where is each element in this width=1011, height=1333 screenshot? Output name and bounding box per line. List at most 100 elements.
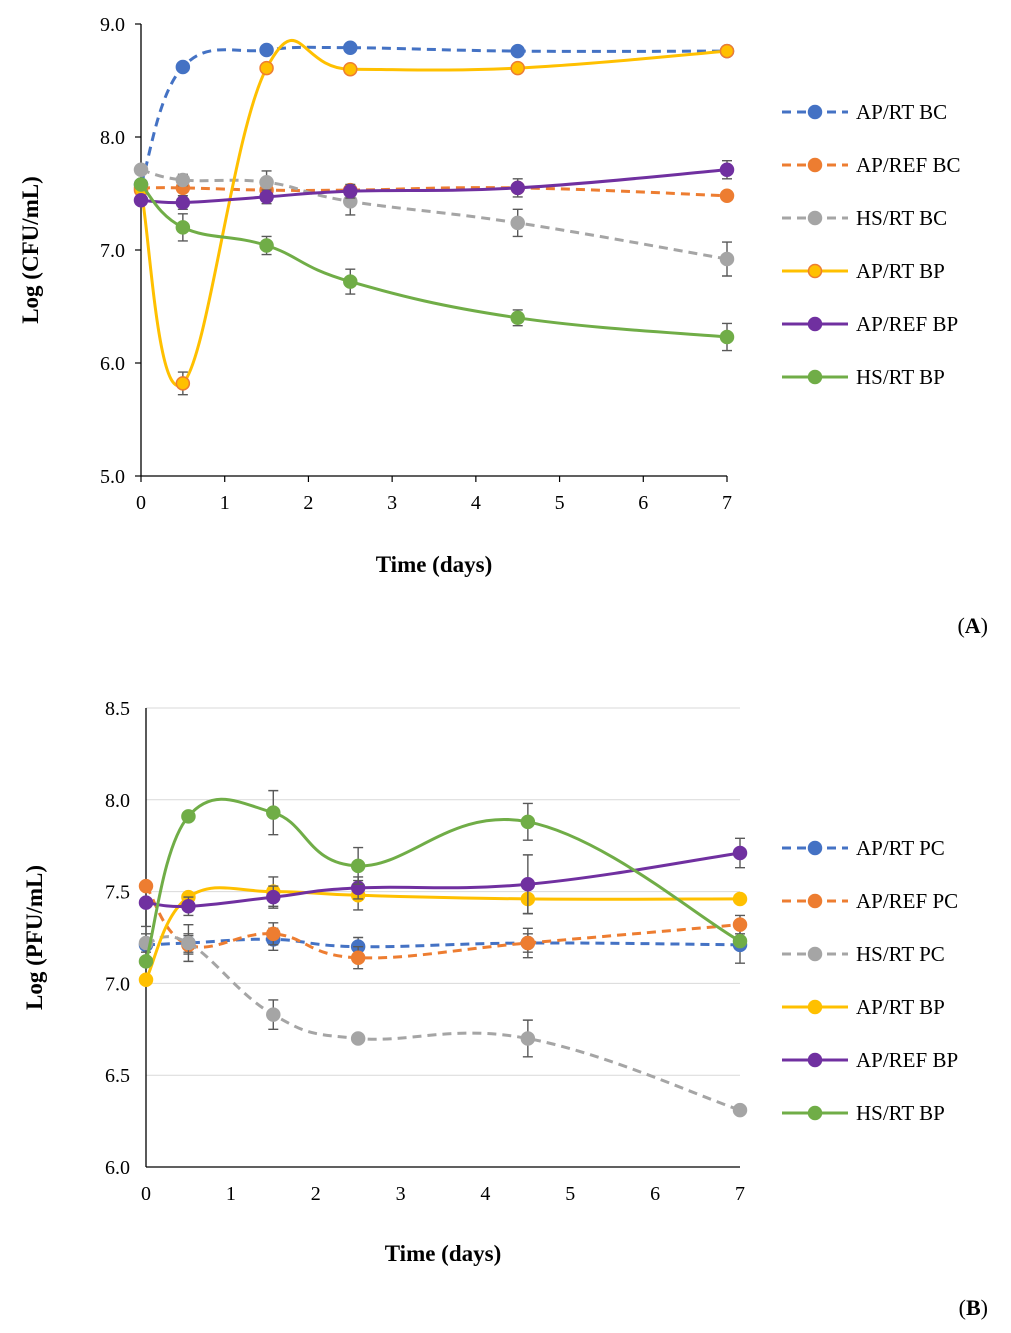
data-point (133, 193, 149, 208)
data-point (181, 809, 196, 824)
data-point (138, 878, 154, 894)
legend-item: AP/RT BP (782, 259, 945, 283)
data-point (138, 895, 154, 910)
y-axis-title: Log (CFU/mL) (18, 176, 43, 324)
data-point (719, 43, 735, 59)
legend-marker (807, 369, 823, 385)
data-point (350, 950, 366, 965)
y-tick-label: 7.0 (105, 973, 130, 995)
series-ap-ref-bp (138, 837, 748, 917)
panel-label: (A) (957, 613, 988, 638)
y-tick-label: 6.5 (105, 1065, 130, 1087)
legend-label: AP/REF BP (856, 1048, 958, 1072)
data-point (520, 1031, 536, 1046)
legend-label: HS/RT BP (856, 365, 945, 389)
x-tick-label: 2 (303, 492, 313, 514)
y-tick-label: 9.0 (100, 14, 125, 36)
legend-label: HS/RT BC (856, 206, 947, 230)
legend-marker (807, 946, 823, 962)
data-point (510, 180, 525, 196)
y-tick-label: 5.0 (100, 466, 125, 488)
data-point (266, 926, 281, 942)
data-point (510, 60, 525, 76)
data-point (732, 917, 748, 932)
legend-marker (807, 157, 823, 173)
legend-marker (807, 316, 823, 332)
legend-item: AP/REF BP (782, 312, 958, 336)
data-point (350, 1031, 366, 1046)
data-point (259, 238, 274, 253)
data-point (510, 215, 525, 231)
series-ap-rt-bp (133, 39, 735, 396)
series-ap-ref-pc (138, 878, 748, 970)
series-line (139, 45, 728, 186)
legend-item: HS/RT BC (782, 206, 947, 230)
legend-item: AP/REF BC (782, 153, 960, 177)
data-point (181, 935, 196, 951)
data-point (138, 972, 154, 987)
legend-item: AP/RT BP (782, 995, 945, 1019)
series-line (144, 797, 741, 962)
legend-item: AP/REF BP (782, 1048, 958, 1072)
legend-label: AP/RT BC (856, 100, 947, 124)
data-point (343, 61, 358, 77)
legend-marker (807, 1052, 823, 1068)
data-point (266, 1007, 281, 1022)
data-point (719, 251, 735, 267)
x-tick-label: 3 (396, 1183, 406, 1205)
data-point (719, 162, 735, 178)
data-point (732, 933, 748, 949)
x-tick-label: 0 (141, 1183, 151, 1205)
data-point (259, 189, 274, 205)
data-point (175, 220, 191, 235)
data-point (266, 889, 281, 905)
data-point (133, 177, 149, 192)
x-tick-label: 5 (555, 492, 565, 514)
series-hs-rt-pc (138, 923, 748, 1118)
legend-label: AP/RT PC (856, 836, 945, 860)
data-point (719, 188, 735, 204)
data-point (343, 274, 358, 289)
legend-item: AP/REF PC (782, 889, 958, 913)
x-tick-label: 1 (226, 1183, 236, 1205)
legend-label: AP/RT BP (856, 995, 945, 1019)
x-tick-label: 4 (480, 1183, 490, 1205)
legend-marker (807, 893, 823, 909)
legend-label: AP/REF PC (856, 889, 958, 913)
data-point (343, 183, 358, 199)
y-tick-label: 8.0 (100, 127, 125, 149)
data-point (732, 1102, 748, 1118)
legend-label: AP/RT BP (856, 259, 945, 283)
data-point (175, 172, 191, 188)
x-tick-label: 0 (136, 492, 146, 514)
y-axis-title: Log (PFU/mL) (22, 865, 47, 1010)
x-tick-label: 5 (565, 1183, 575, 1205)
series-hs-rt-bp (133, 177, 735, 352)
x-tick-label: 2 (311, 1183, 321, 1205)
data-point (259, 42, 274, 58)
legend-label: AP/REF BP (856, 312, 958, 336)
x-tick-label: 6 (650, 1183, 660, 1205)
x-tick-label: 7 (722, 492, 732, 514)
legend-marker (807, 104, 823, 120)
data-point (175, 376, 191, 391)
legend-marker (807, 999, 823, 1015)
series-hs-rt-bp (138, 789, 748, 969)
series-line (139, 39, 728, 388)
panel-a-chart: 5.0 6.0 7.0 8.0 9.0 0 1 2 3 4 5 6 7 Time (days) Log (C… (18, 14, 988, 638)
y-tick-label: 8.0 (105, 790, 130, 812)
legend-marker (807, 840, 823, 856)
panel-label: (B) (959, 1295, 988, 1320)
x-axis-title: Time (days) (385, 1241, 502, 1266)
x-tick-label: 7 (735, 1183, 745, 1205)
x-tick-label: 4 (471, 492, 481, 514)
data-point (133, 162, 149, 178)
data-point (259, 60, 274, 76)
series-ap-rt-bc (133, 40, 735, 192)
legend-marker (807, 1105, 823, 1121)
y-tick-label: 6.0 (100, 353, 125, 375)
data-point (719, 329, 735, 345)
legend-item: AP/RT PC (782, 836, 945, 860)
series-line (145, 935, 741, 1112)
data-point (732, 845, 748, 861)
